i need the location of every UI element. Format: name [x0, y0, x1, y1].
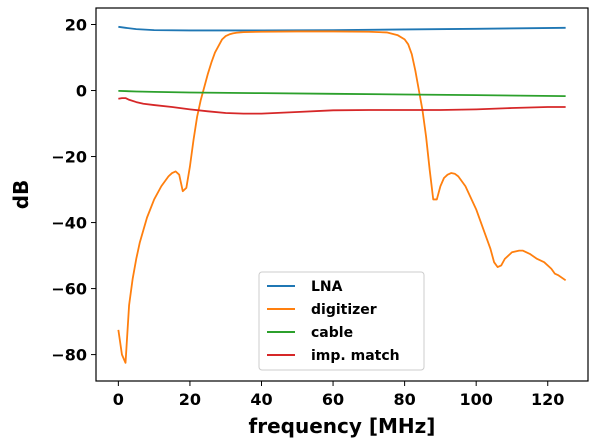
x-axis-label: frequency [MHz] [249, 414, 436, 438]
legend-label: cable [311, 325, 353, 341]
y-tick-label: −20 [51, 148, 87, 167]
series-line-cable [118, 89, 566, 98]
plot-frame [95, 7, 589, 382]
y-axis-label: dB [9, 180, 33, 210]
legend: LNA digitizer cable imp. match [258, 271, 425, 371]
legend-box [258, 271, 425, 371]
y-tick-label: −80 [51, 346, 87, 365]
legend-label: LNA [311, 279, 343, 295]
legend-label: digitizer [311, 302, 377, 318]
x-axis: 0 20 40 60 80 100 120 [113, 381, 564, 409]
x-tick-label: 40 [250, 390, 272, 409]
legend-label: imp. match [311, 348, 400, 364]
y-axis: −80 −60 −40 −20 0 20 [51, 16, 96, 365]
x-tick-label: 20 [179, 390, 201, 409]
x-tick-label: 80 [393, 390, 415, 409]
series-layer [117, 25, 567, 364]
y-tick-label: −60 [51, 280, 87, 299]
y-tick-label: 0 [76, 82, 87, 101]
x-tick-label: 0 [113, 390, 124, 409]
series-line-imp-match [118, 97, 566, 115]
series-line-digitizer [117, 30, 567, 364]
y-tick-label: −40 [51, 214, 87, 233]
x-tick-label: 120 [531, 390, 564, 409]
x-tick-label: 100 [459, 390, 492, 409]
y-tick-label: 20 [65, 16, 87, 35]
x-tick-label: 60 [322, 390, 344, 409]
series-line-lna [118, 25, 566, 32]
